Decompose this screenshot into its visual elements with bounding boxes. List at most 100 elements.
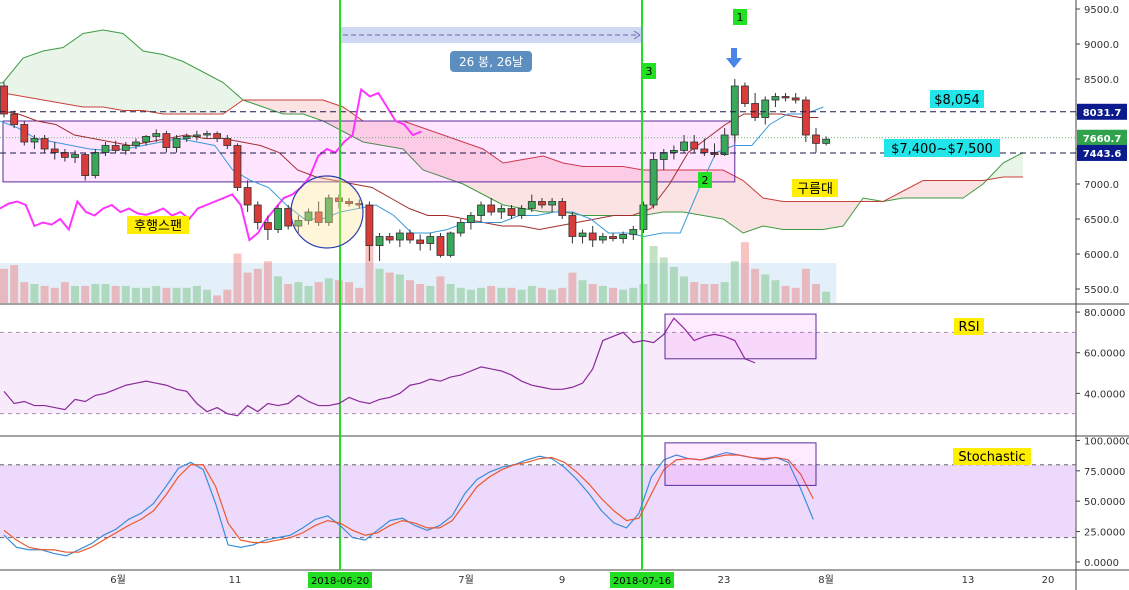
marker-label-box bbox=[733, 9, 747, 25]
cloud-segment-bullish bbox=[123, 33, 144, 111]
price-callout-box bbox=[884, 139, 1000, 157]
cloud-label: 구름대 bbox=[797, 182, 833, 197]
candle-body bbox=[304, 211, 313, 221]
marker-label: 2 bbox=[702, 174, 709, 187]
stoch-y-tick-label: 25.0000 bbox=[1084, 528, 1125, 539]
candle-body bbox=[609, 236, 617, 239]
cloud-segment-bullish bbox=[183, 61, 204, 114]
lagging-span-line bbox=[0, 87, 422, 242]
candle-body bbox=[152, 133, 161, 137]
cloud-segment-bullish bbox=[3, 58, 24, 97]
candle-body bbox=[456, 222, 465, 234]
stoch-y-tick-label: 0.0000 bbox=[1084, 558, 1119, 569]
time-axis[interactable]: 6월 11 7월 9 23 8월 13 20 2018-06-20 2018-07-16 bbox=[110, 572, 1054, 588]
candle-body bbox=[406, 232, 414, 241]
candle-body bbox=[243, 187, 252, 206]
consolidation-box bbox=[2, 120, 736, 183]
volume-bar bbox=[446, 284, 455, 303]
volume-bar bbox=[537, 287, 546, 303]
cloud-segment-bullish bbox=[83, 30, 104, 107]
candle-body bbox=[639, 204, 648, 230]
period-arrow-head bbox=[633, 30, 641, 40]
volume-bar bbox=[659, 257, 668, 303]
volume-bar bbox=[182, 287, 191, 303]
cloud-segment-bearish bbox=[383, 121, 404, 149]
candle-body bbox=[680, 141, 688, 151]
marker-label-box bbox=[642, 63, 656, 79]
cloud-segment-bearish bbox=[523, 156, 544, 212]
marker-label: 1 bbox=[737, 11, 744, 24]
volume-bar bbox=[730, 261, 739, 303]
candle-body bbox=[162, 133, 171, 149]
marker-label: 3 bbox=[646, 65, 653, 78]
cloud-segment-bearish bbox=[803, 201, 824, 230]
candle-body bbox=[670, 149, 678, 153]
rsi-title: RSI bbox=[958, 320, 979, 335]
volume-bar bbox=[20, 282, 29, 303]
volume-bar bbox=[324, 278, 333, 303]
candle-body bbox=[121, 145, 130, 151]
y-tick-label: 6000.0 bbox=[1084, 250, 1119, 261]
x-tick-label: 8월 bbox=[818, 574, 834, 586]
rsi-title-box bbox=[954, 318, 984, 335]
candle-body bbox=[132, 141, 140, 146]
price-callout-range: $7,400~$7,500 bbox=[891, 142, 993, 157]
volume-bars bbox=[0, 242, 837, 303]
rsi-line bbox=[3, 317, 756, 417]
cloud-segment-bearish bbox=[763, 198, 784, 230]
leading-span-a bbox=[0, 29, 1024, 234]
volume-bar bbox=[294, 282, 303, 303]
volume-bar bbox=[822, 291, 831, 303]
candle-body bbox=[30, 138, 39, 143]
volume-bar bbox=[639, 284, 648, 303]
candle-body bbox=[822, 138, 831, 144]
candle-body bbox=[761, 99, 770, 118]
cloud-segment-bullish bbox=[163, 54, 184, 114]
cloud-segment-bearish bbox=[603, 166, 624, 216]
volume-bar bbox=[243, 272, 252, 303]
cloud-segment-bearish bbox=[503, 159, 524, 209]
cloud-segment-bearish bbox=[263, 100, 284, 114]
rsi-y-tick-label: 60.0000 bbox=[1084, 349, 1125, 360]
candle-body bbox=[101, 145, 110, 153]
volume-bar bbox=[355, 287, 364, 303]
volume-bar bbox=[700, 284, 709, 303]
candle-body bbox=[385, 236, 394, 241]
cloud-label-box bbox=[792, 179, 838, 197]
candle-body bbox=[487, 204, 496, 213]
candle-body bbox=[629, 229, 638, 235]
cloud-segment-bullish bbox=[223, 82, 244, 114]
volume-bar bbox=[406, 280, 414, 303]
price-tag-label: 8031.7 bbox=[1083, 108, 1122, 119]
volume-bar bbox=[142, 287, 151, 303]
volume-bar bbox=[213, 295, 222, 303]
volume-bar bbox=[598, 285, 607, 303]
volume-bar bbox=[761, 274, 770, 303]
price-axis[interactable]: 9500.09000.08500.08000.07500.07000.06500… bbox=[1076, 5, 1127, 296]
volume-bar bbox=[497, 287, 506, 303]
stoch-title: Stochastic bbox=[958, 450, 1025, 465]
candle-body bbox=[568, 215, 577, 237]
date-marker-label: 2018-06-20 bbox=[311, 576, 369, 587]
x-tick-label: 23 bbox=[718, 575, 731, 586]
candle-body bbox=[172, 138, 181, 148]
candle-body bbox=[578, 232, 587, 237]
candle-body bbox=[538, 201, 546, 206]
volume-bar bbox=[456, 287, 465, 303]
cloud-segment-bearish bbox=[823, 201, 844, 230]
volume-bar bbox=[629, 287, 638, 303]
candle-body bbox=[142, 135, 151, 143]
candle-body bbox=[649, 159, 658, 206]
lagging-label: 후행스팬 bbox=[134, 218, 182, 234]
volume-bar bbox=[466, 289, 475, 303]
volume-bar bbox=[436, 276, 445, 303]
volume-bar bbox=[588, 284, 597, 303]
candle-body bbox=[20, 124, 29, 143]
cloud-segment-bullish bbox=[1003, 152, 1024, 177]
cloud-segment-bearish bbox=[663, 170, 684, 212]
candle-body bbox=[91, 152, 100, 177]
candle-body bbox=[781, 96, 790, 99]
volume-bar bbox=[649, 246, 658, 303]
